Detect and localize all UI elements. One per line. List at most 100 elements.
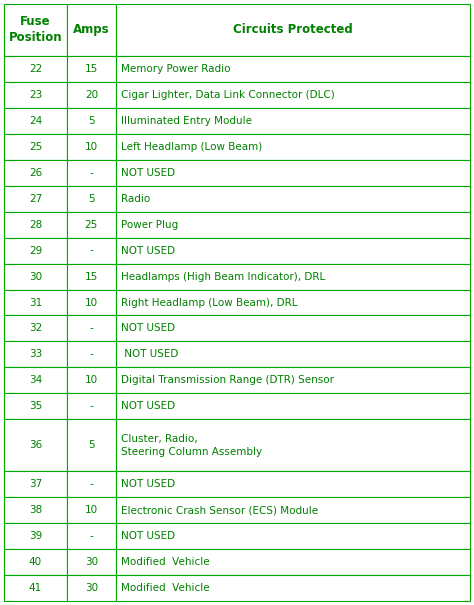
Bar [4,108,67,134]
Text: Left Headlamp (Low Beam): Left Headlamp (Low Beam) [121,142,262,152]
Text: 41: 41 [29,583,42,593]
Text: 23: 23 [29,90,42,100]
Text: NOT USED: NOT USED [121,324,175,333]
Bar [67,212,116,238]
Text: 31: 31 [29,298,42,307]
Text: 10: 10 [85,505,98,515]
Bar [4,4,67,56]
Text: Cluster, Radio,
Steering Column Assembly: Cluster, Radio, Steering Column Assembly [121,434,262,457]
Text: Power Plug: Power Plug [121,220,178,230]
Bar [116,575,470,601]
Text: Illuminated Entry Module: Illuminated Entry Module [121,116,252,126]
Bar [116,471,470,497]
Text: NOT USED: NOT USED [121,531,175,541]
Bar [116,549,470,575]
Text: -: - [90,324,93,333]
Text: NOT USED: NOT USED [121,168,175,178]
Text: 15: 15 [85,272,98,281]
Text: Amps: Amps [73,24,109,36]
Bar [4,367,67,393]
Text: 10: 10 [85,375,98,385]
Bar [4,264,67,290]
Text: 24: 24 [29,116,42,126]
Text: -: - [90,246,93,255]
Bar [67,341,116,367]
Text: Fuse
Position: Fuse Position [9,16,62,44]
Bar [116,315,470,341]
Bar [116,186,470,212]
Bar [4,82,67,108]
Text: 40: 40 [29,557,42,567]
Bar [116,4,470,56]
Bar [4,575,67,601]
Text: 10: 10 [85,142,98,152]
Bar [4,497,67,523]
Bar [4,160,67,186]
Bar [4,134,67,160]
Text: 26: 26 [29,168,42,178]
Bar [116,367,470,393]
Text: 29: 29 [29,246,42,255]
Bar [67,393,116,419]
Text: 30: 30 [29,272,42,281]
Bar [116,341,470,367]
Text: 25: 25 [85,220,98,230]
Text: Cigar Lighter, Data Link Connector (DLC): Cigar Lighter, Data Link Connector (DLC) [121,90,335,100]
Text: 37: 37 [29,479,42,489]
Text: 32: 32 [29,324,42,333]
Text: NOT USED: NOT USED [121,479,175,489]
Bar [67,290,116,315]
Text: 5: 5 [88,116,95,126]
Text: NOT USED: NOT USED [121,246,175,255]
Bar [67,134,116,160]
Bar [67,471,116,497]
Text: -: - [90,401,93,411]
Bar [67,549,116,575]
Bar [4,186,67,212]
Text: -: - [90,350,93,359]
Bar [67,82,116,108]
Bar [4,523,67,549]
Text: -: - [90,531,93,541]
Bar [116,290,470,315]
Bar [4,549,67,575]
Text: 30: 30 [85,557,98,567]
Text: 10: 10 [85,298,98,307]
Bar [67,4,116,56]
Text: NOT USED: NOT USED [121,350,178,359]
Text: Radio: Radio [121,194,150,204]
Bar [116,497,470,523]
Bar [67,160,116,186]
Bar [4,341,67,367]
Bar [116,160,470,186]
Bar [67,315,116,341]
Text: Electronic Crash Sensor (ECS) Module: Electronic Crash Sensor (ECS) Module [121,505,318,515]
Bar [4,238,67,264]
Text: 28: 28 [29,220,42,230]
Bar [67,264,116,290]
Bar [116,523,470,549]
Bar [67,186,116,212]
Bar [67,523,116,549]
Text: 27: 27 [29,194,42,204]
Text: 25: 25 [29,142,42,152]
Text: 34: 34 [29,375,42,385]
Bar [67,575,116,601]
Text: Right Headlamp (Low Beam), DRL: Right Headlamp (Low Beam), DRL [121,298,297,307]
Bar [116,238,470,264]
Bar [67,56,116,82]
Bar [116,212,470,238]
Text: 39: 39 [29,531,42,541]
Bar [67,367,116,393]
Bar [4,290,67,315]
Text: 33: 33 [29,350,42,359]
Bar [116,419,470,471]
Bar [4,212,67,238]
Text: -: - [90,168,93,178]
Text: 20: 20 [85,90,98,100]
Text: 15: 15 [85,64,98,74]
Bar [116,108,470,134]
Text: 38: 38 [29,505,42,515]
Bar [116,264,470,290]
Text: Digital Transmission Range (DTR) Sensor: Digital Transmission Range (DTR) Sensor [121,375,334,385]
